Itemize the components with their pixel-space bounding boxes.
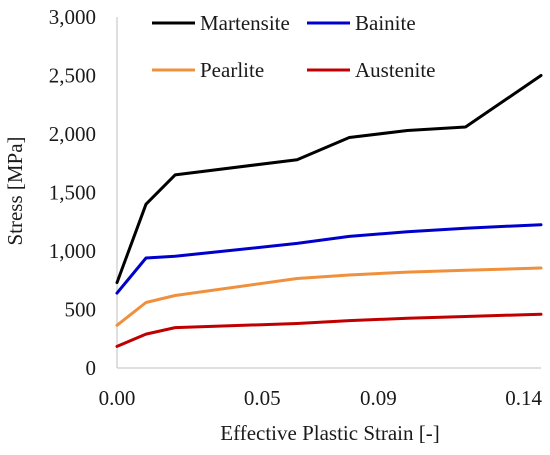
x-tick-label: 0.09 — [360, 386, 397, 410]
series-line-pearlite — [115, 266, 543, 327]
legend-label-martensite: Martensite — [200, 11, 290, 35]
series-line-austenite — [115, 312, 543, 348]
y-tick-label: 1,500 — [49, 181, 96, 205]
legend: Martensite Bainite Pearlite Austenite — [152, 11, 435, 82]
axes — [116, 17, 541, 369]
y-tick-labels: 0 500 1,000 1,500 2,000 2,500 3,000 — [49, 5, 96, 380]
y-tick-label: 3,000 — [49, 5, 96, 29]
y-tick-label: 2,500 — [49, 64, 96, 88]
legend-label-austenite: Austenite — [355, 58, 435, 82]
series-line-martensite — [115, 74, 543, 285]
y-tick-label: 2,000 — [49, 122, 96, 146]
x-tick-label: 0.14 — [505, 386, 542, 410]
x-tick-label: 0.00 — [99, 386, 136, 410]
legend-label-bainite: Bainite — [355, 11, 416, 35]
y-axis-title: Stress [MPa] — [3, 136, 27, 245]
x-tick-label: 0.05 — [244, 386, 281, 410]
legend-label-pearlite: Pearlite — [200, 58, 264, 82]
y-tick-label: 500 — [65, 298, 97, 322]
y-tick-label: 1,000 — [49, 239, 96, 263]
series-line-bainite — [115, 223, 543, 295]
y-tick-label: 0 — [86, 356, 97, 380]
x-tick-labels: 0.00 0.05 0.09 0.14 — [99, 386, 543, 410]
series-lines — [115, 74, 543, 348]
x-axis-title: Effective Plastic Strain [-] — [220, 421, 439, 445]
